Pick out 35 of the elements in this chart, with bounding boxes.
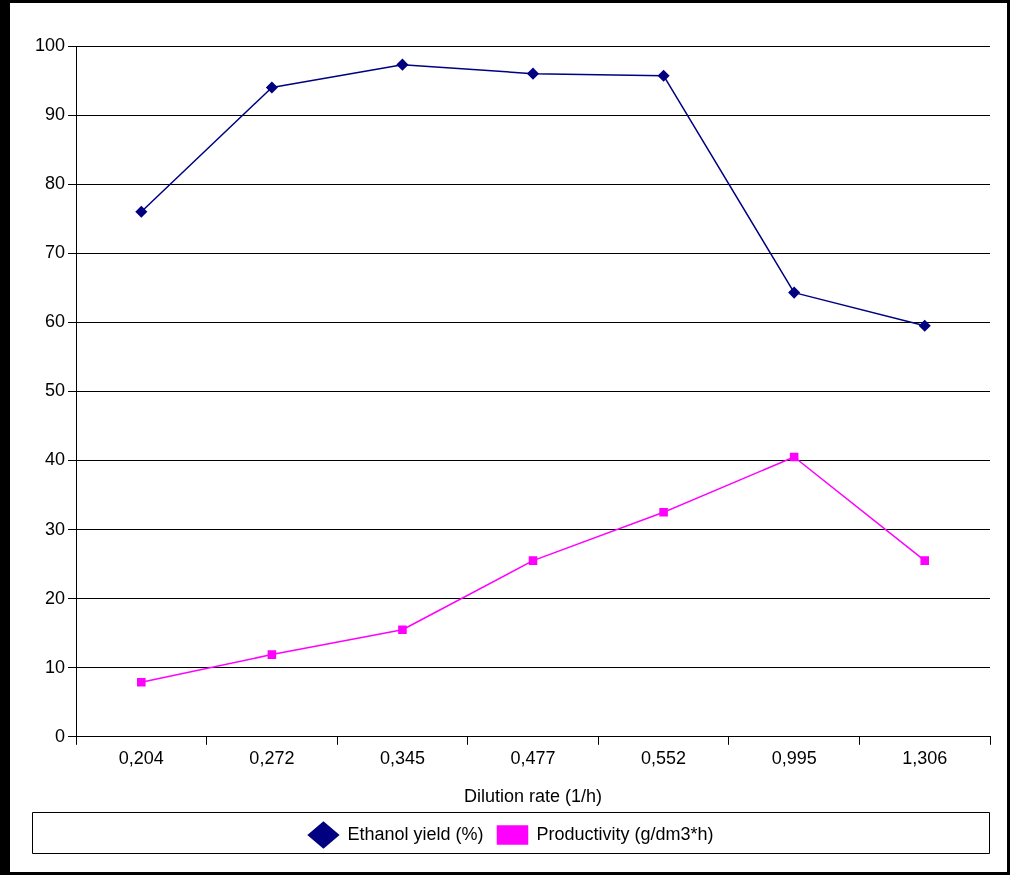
point (396, 58, 409, 71)
y-tick-label: 0 (55, 725, 66, 746)
y-tick-label: 70 (45, 242, 66, 263)
y-tick-label: 100 (34, 34, 66, 55)
y-tick-label: 20 (45, 587, 66, 608)
point (527, 67, 539, 80)
point (788, 286, 800, 299)
x-tick-label: 0,272 (249, 747, 295, 768)
point (398, 625, 407, 635)
y-tick-label: 50 (45, 380, 66, 401)
y-tick-label: 30 (45, 518, 66, 539)
point (918, 320, 931, 332)
legend-label: Ethanol yield (%) (347, 823, 484, 844)
point (789, 452, 799, 462)
x-axis-title: Dilution rate (1/h) (463, 786, 603, 807)
point (267, 650, 277, 659)
x-tick-label: 0,552 (641, 747, 687, 768)
point (137, 677, 146, 687)
point (266, 81, 278, 94)
x-tick-label: 0,345 (379, 747, 425, 768)
y-tick-label: 80 (45, 173, 66, 194)
y-tick-label: 10 (45, 656, 66, 677)
point (920, 556, 929, 565)
point (528, 556, 538, 565)
point (657, 69, 670, 82)
y-tick-label: 40 (45, 449, 66, 470)
legend-label: Productivity (g/dm3*h) (536, 823, 714, 844)
x-tick-label: 1,306 (902, 747, 948, 768)
x-tick-label: 0,477 (510, 747, 556, 768)
point (659, 508, 668, 517)
x-tick-label: 0,995 (771, 747, 817, 768)
y-tick-label: 90 (45, 104, 66, 125)
point (135, 206, 148, 218)
y-tick-label: 60 (45, 311, 66, 332)
x-tick-label: 0,204 (118, 747, 164, 768)
